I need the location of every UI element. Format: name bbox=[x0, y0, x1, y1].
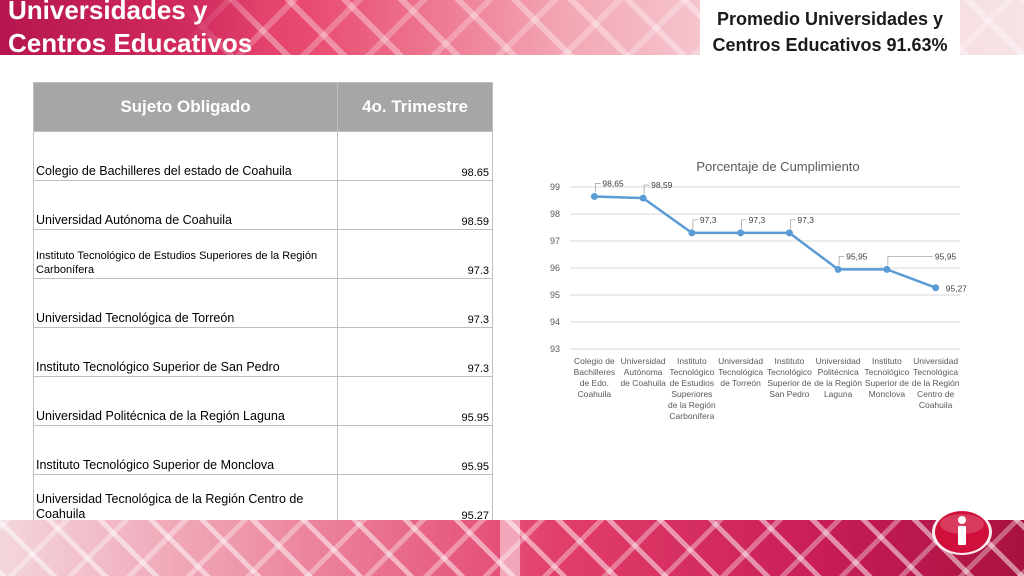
data-label: 97,3 bbox=[797, 215, 814, 225]
table-row: Instituto Tecnológico de Estudios Superi… bbox=[33, 229, 493, 279]
leader-line bbox=[692, 219, 698, 229]
data-label: 97,3 bbox=[749, 215, 766, 225]
row-name: Universidad Tecnológica de la Región Cen… bbox=[33, 474, 338, 524]
y-tick-label: 95 bbox=[550, 290, 560, 300]
average-title-background bbox=[700, 0, 960, 55]
y-tick-label: 96 bbox=[550, 263, 560, 273]
compliance-line-chart: Porcentaje de Cumplimiento 93 94 95 96 97 98 99… bbox=[550, 159, 968, 421]
data-label: 97,3 bbox=[700, 215, 717, 225]
series-line bbox=[594, 195, 937, 289]
row-name: Instituto Tecnológico de Estudios Superi… bbox=[33, 229, 338, 279]
average-title: Promedio Universidades y Centros Educati… bbox=[700, 6, 960, 58]
row-value: 98.59 bbox=[337, 180, 493, 230]
leader-line bbox=[789, 219, 796, 229]
table-row: Instituto Tecnológico Superior de San Pe… bbox=[33, 327, 493, 377]
table-row: Universidad Tecnológica de Torreón 97.3 bbox=[33, 278, 493, 328]
data-label: 98,65 bbox=[602, 178, 624, 188]
row-value: 95.27 bbox=[337, 474, 493, 524]
slide-title: Universidades y Centros Educativos bbox=[8, 0, 308, 60]
leader-line bbox=[643, 184, 650, 195]
row-value: 97.3 bbox=[337, 278, 493, 328]
table-row: Universidad Politécnica de la Región Lag… bbox=[33, 376, 493, 426]
table-row: Universidad Autónoma de Coahuila 98.59 bbox=[33, 180, 493, 230]
x-tick-label: Instituto Tecnológico Superior de San Pedro bbox=[767, 356, 812, 399]
slide-title-line1: Universidades y bbox=[8, 0, 208, 25]
row-name: Colegio de Bachilleres del estado de Coa… bbox=[33, 131, 338, 181]
data-point bbox=[737, 229, 745, 237]
data-point bbox=[883, 265, 891, 273]
info-icon[interactable] bbox=[930, 507, 994, 557]
y-tick-label: 94 bbox=[550, 317, 560, 327]
row-name: Instituto Tecnológico Superior de San Pe… bbox=[33, 327, 338, 377]
table-row: Instituto Tecnológico Superior de Monclo… bbox=[33, 425, 493, 475]
leader-line bbox=[887, 255, 933, 266]
data-point bbox=[590, 192, 598, 200]
row-value: 98.65 bbox=[337, 131, 493, 181]
slide-title-line2: Centros Educativos bbox=[8, 28, 253, 58]
average-title-line1: Promedio Universidades y bbox=[716, 9, 944, 29]
x-tick-label: Universidad Autónoma de Coahuila bbox=[620, 356, 666, 388]
compliance-chart: Porcentaje de Cumplimiento 93 94 95 96 97 98 99… bbox=[530, 150, 970, 440]
row-value: 97.3 bbox=[337, 327, 493, 377]
chart-title: Porcentaje de Cumplimiento bbox=[696, 159, 859, 174]
data-label: 98,59 bbox=[651, 180, 673, 190]
row-name: Universidad Politécnica de la Región Lag… bbox=[33, 376, 338, 426]
data-point bbox=[688, 229, 696, 237]
leader-line bbox=[838, 255, 845, 266]
x-tick-label: Colegio de Bachilleres de Edo. Coahuila bbox=[574, 356, 616, 399]
data-point bbox=[932, 284, 940, 292]
data-label: 95,95 bbox=[846, 251, 868, 261]
y-tick-label: 99 bbox=[550, 182, 560, 192]
data-label: 95,95 bbox=[935, 251, 957, 261]
table-row: Colegio de Bachilleres del estado de Coa… bbox=[33, 131, 493, 181]
row-value: 95.95 bbox=[337, 425, 493, 475]
footer-divider bbox=[500, 520, 520, 576]
data-point bbox=[639, 194, 647, 202]
leader-line bbox=[594, 183, 601, 193]
x-tick-label: Universidad Tecnológica de la Región Centro… bbox=[912, 356, 960, 410]
row-name: Instituto Tecnológico Superior de Monclo… bbox=[33, 425, 338, 475]
title-background bbox=[0, 0, 260, 55]
header-trimestre: 4o. Trimestre bbox=[337, 82, 493, 132]
data-point bbox=[785, 229, 793, 237]
x-tick-label: Universidad Politécnica de la Región Laguna bbox=[814, 356, 862, 399]
table-row: Universidad Tecnológica de la Región Cen… bbox=[33, 474, 493, 524]
row-name: Universidad Tecnológica de Torreón bbox=[33, 278, 338, 328]
data-label: 95,27 bbox=[946, 284, 968, 294]
header-sujeto-obligado: Sujeto Obligado bbox=[33, 82, 338, 132]
x-tick-label: Instituto Tecnológico de Estudios Superiore… bbox=[668, 356, 716, 421]
y-tick-label: 97 bbox=[550, 236, 560, 246]
y-tick-label: 98 bbox=[550, 209, 560, 219]
y-tick-label: 93 bbox=[550, 344, 560, 354]
table-header-row: Sujeto Obligado 4o. Trimestre bbox=[33, 82, 493, 132]
leader-line bbox=[741, 219, 747, 229]
row-value: 97.3 bbox=[337, 229, 493, 279]
row-value: 95.95 bbox=[337, 376, 493, 426]
data-point bbox=[834, 265, 842, 273]
row-name: Universidad Autónoma de Coahuila bbox=[33, 180, 338, 230]
compliance-table: Sujeto Obligado 4o. Trimestre Colegio de… bbox=[33, 82, 493, 524]
x-tick-label: Universidad Tecnológica de Torreón bbox=[718, 356, 763, 388]
average-title-line2: Centros Educativos 91.63% bbox=[712, 35, 948, 55]
x-tick-label: Instituto Tecnológico Superior de Monclova bbox=[864, 356, 909, 399]
